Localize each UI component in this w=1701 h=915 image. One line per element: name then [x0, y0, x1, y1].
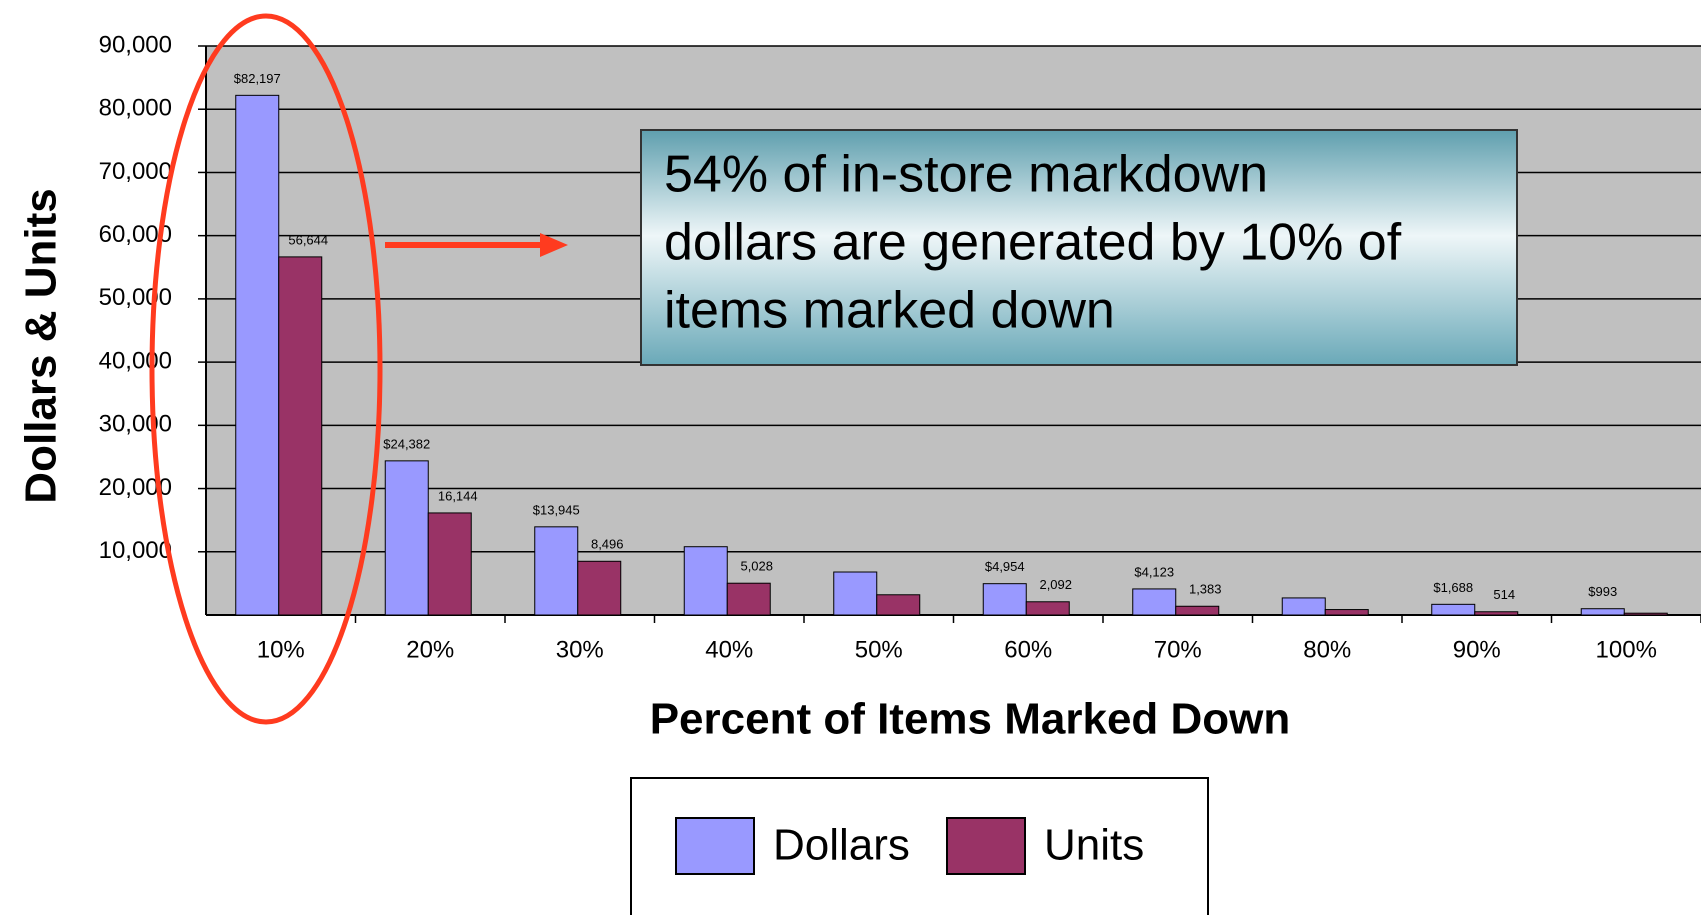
bar [1623, 612, 1668, 616]
bar [577, 560, 622, 616]
x-tick-label: 10% [257, 636, 305, 663]
y-tick-label: 10,000 [99, 537, 172, 564]
y-tick-label: 70,000 [99, 158, 172, 185]
legend-label: Units [1044, 821, 1144, 870]
x-tick-label: 90% [1453, 636, 1501, 663]
data-label: $4,954 [985, 559, 1025, 574]
bar [278, 256, 323, 616]
data-label: 8,496 [591, 537, 624, 552]
highlight-ellipse [149, 13, 383, 725]
bar [427, 512, 472, 616]
x-tick-label: 50% [855, 636, 903, 663]
data-label: $1,688 [1433, 580, 1473, 595]
y-tick-label: 50,000 [99, 284, 172, 311]
bar [1132, 588, 1177, 616]
data-label: 5,028 [740, 559, 773, 574]
y-tick-label: 30,000 [99, 411, 172, 438]
x-tick-label: 30% [556, 636, 604, 663]
data-label: 514 [1493, 587, 1515, 602]
bar [534, 526, 579, 616]
x-tick-label: 40% [705, 636, 753, 663]
bar [833, 571, 878, 616]
data-label: $993 [1588, 584, 1617, 599]
annotation-line: items marked down [664, 282, 1115, 340]
data-label: 2,092 [1039, 577, 1072, 592]
bar [235, 94, 280, 616]
bar [1431, 603, 1476, 616]
data-label: 56,644 [288, 232, 328, 247]
data-label: $4,123 [1134, 564, 1174, 579]
data-label: $24,382 [383, 436, 430, 451]
bar [1175, 605, 1220, 616]
data-label: 16,144 [438, 488, 478, 503]
bar [384, 460, 429, 616]
x-tick-label: 60% [1004, 636, 1052, 663]
bar [683, 546, 728, 616]
bar [982, 583, 1027, 616]
y-axis-title: Dollars & Units [17, 188, 66, 503]
bar [876, 594, 921, 616]
bar [1025, 601, 1070, 616]
annotation-line: 54% of in-store markdown [664, 146, 1268, 204]
legend-swatch [675, 817, 755, 875]
x-tick-label: 20% [406, 636, 454, 663]
legend-label: Dollars [773, 821, 910, 870]
bar [1474, 611, 1519, 616]
y-tick-label: 40,000 [99, 347, 172, 374]
y-tick-label: 80,000 [99, 95, 172, 122]
annotation-box [640, 129, 1518, 366]
x-axis-title: Percent of Items Marked Down [650, 695, 1291, 744]
data-label: $82,197 [234, 71, 281, 86]
arrow-head [540, 233, 568, 257]
annotation: 54% of in-store markdown dollars are gene… [664, 146, 1402, 340]
legend-swatch [946, 817, 1026, 875]
legend: Dollars Units [675, 817, 1144, 875]
x-tick-label: 100% [1596, 636, 1657, 663]
bar [726, 582, 771, 616]
annotation-line: dollars are generated by 10% of [664, 214, 1402, 272]
x-tick-label: 80% [1303, 636, 1351, 663]
bar [1324, 609, 1369, 616]
x-tick-label: 70% [1154, 636, 1202, 663]
bar [1281, 597, 1326, 616]
data-label: $13,945 [533, 502, 580, 517]
y-tick-label: 90,000 [99, 31, 172, 58]
data-label: 1,383 [1189, 582, 1222, 597]
bar [1580, 608, 1625, 616]
